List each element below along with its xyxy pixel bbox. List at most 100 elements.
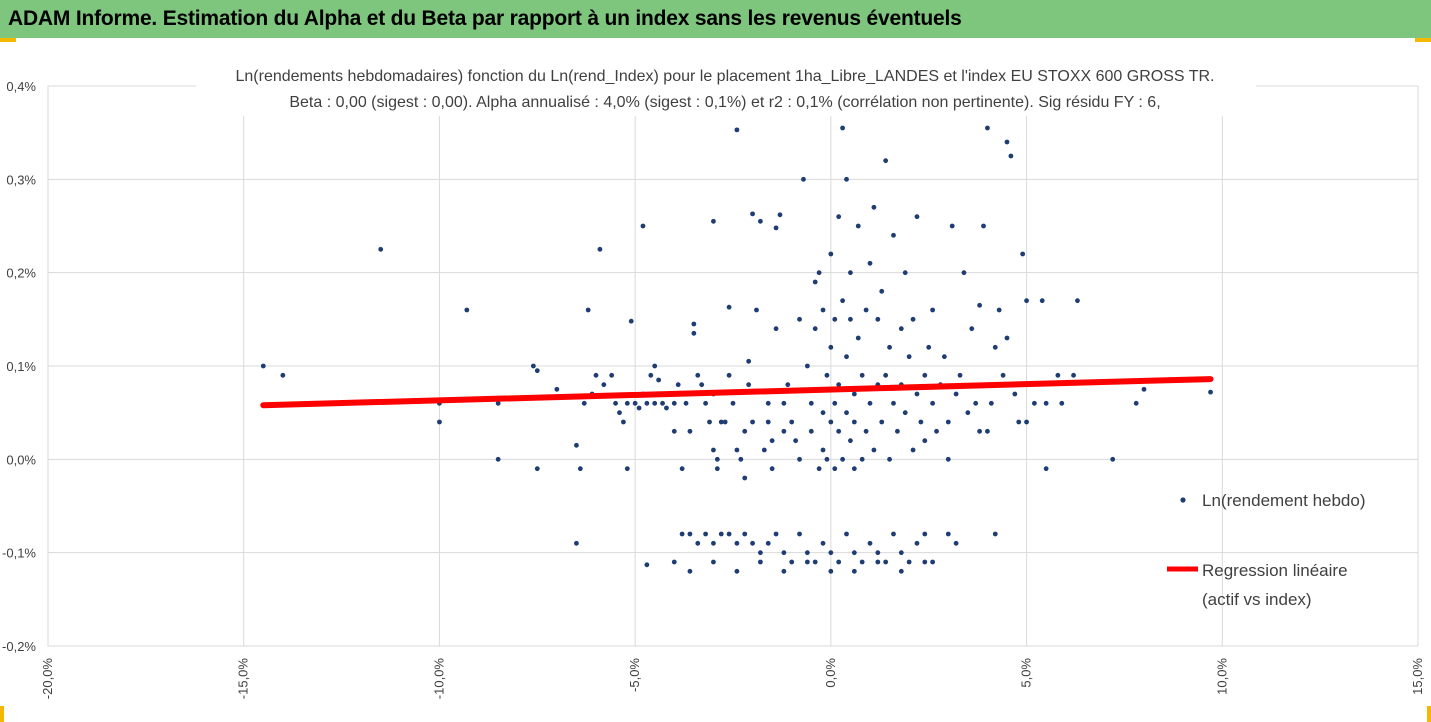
data-point bbox=[789, 419, 795, 425]
data-point bbox=[726, 531, 732, 537]
x-tick-label: 10,0% bbox=[1214, 658, 1229, 695]
data-point bbox=[828, 568, 834, 574]
y-tick-label: 0,3% bbox=[6, 172, 36, 187]
data-point bbox=[832, 466, 838, 472]
data-point bbox=[804, 363, 810, 369]
data-point bbox=[844, 531, 849, 537]
data-point bbox=[922, 559, 928, 565]
data-point bbox=[1110, 456, 1116, 462]
data-point bbox=[883, 559, 889, 565]
data-point bbox=[781, 428, 787, 434]
data-point bbox=[621, 419, 626, 425]
x-tick-label: -20,0% bbox=[40, 658, 55, 700]
data-point bbox=[812, 279, 818, 285]
data-point bbox=[898, 326, 904, 332]
data-point bbox=[820, 540, 826, 546]
data-point bbox=[836, 428, 842, 434]
data-point bbox=[945, 419, 951, 425]
data-point bbox=[695, 540, 701, 546]
data-point bbox=[679, 531, 685, 537]
data-point bbox=[891, 400, 896, 406]
legend-label-regression: Regression linéaire bbox=[1202, 561, 1348, 580]
data-point bbox=[1075, 298, 1080, 304]
x-tick-label: -5,0% bbox=[627, 658, 642, 692]
data-point bbox=[683, 400, 689, 406]
data-point bbox=[918, 419, 924, 425]
data-point bbox=[797, 316, 802, 322]
data-point bbox=[691, 321, 697, 327]
legend-marker-points bbox=[1180, 497, 1186, 503]
data-point bbox=[969, 326, 975, 332]
data-points bbox=[260, 125, 1213, 574]
data-point bbox=[664, 405, 669, 411]
data-point bbox=[769, 438, 775, 444]
data-point bbox=[754, 307, 759, 313]
data-point bbox=[867, 400, 873, 406]
data-point bbox=[1208, 389, 1213, 395]
data-point bbox=[750, 211, 755, 217]
data-point bbox=[640, 223, 646, 229]
data-point bbox=[953, 540, 959, 546]
data-point bbox=[593, 372, 599, 378]
data-point bbox=[910, 447, 916, 453]
data-point bbox=[656, 377, 662, 383]
data-point bbox=[812, 326, 818, 332]
data-point bbox=[906, 559, 912, 565]
data-point bbox=[922, 531, 928, 537]
data-point bbox=[530, 363, 536, 369]
data-point bbox=[867, 540, 873, 546]
corner-accent-left bbox=[0, 38, 16, 42]
data-point bbox=[848, 316, 853, 322]
data-point bbox=[812, 559, 818, 565]
data-point bbox=[734, 568, 740, 574]
data-point bbox=[671, 400, 677, 406]
data-point bbox=[711, 540, 716, 546]
data-point bbox=[644, 562, 650, 568]
data-point bbox=[707, 419, 712, 425]
data-point bbox=[914, 214, 920, 220]
data-point bbox=[746, 358, 752, 364]
data-point bbox=[581, 400, 587, 406]
data-point bbox=[965, 410, 971, 416]
data-point bbox=[378, 246, 384, 252]
data-point bbox=[855, 335, 861, 341]
data-point bbox=[883, 158, 889, 164]
x-tick-label: -15,0% bbox=[236, 658, 251, 700]
data-point bbox=[628, 318, 634, 324]
data-point bbox=[941, 354, 947, 360]
data-point bbox=[617, 410, 622, 416]
data-point bbox=[875, 559, 881, 565]
data-point bbox=[859, 372, 865, 378]
data-point bbox=[699, 382, 705, 388]
data-point bbox=[714, 456, 720, 462]
data-point bbox=[824, 372, 830, 378]
data-point bbox=[687, 428, 693, 434]
data-point bbox=[1059, 400, 1065, 406]
data-point bbox=[758, 218, 763, 224]
data-point bbox=[1043, 400, 1049, 406]
data-point bbox=[981, 223, 986, 229]
data-point bbox=[840, 298, 845, 304]
data-point bbox=[953, 391, 959, 397]
data-point bbox=[437, 419, 442, 425]
data-point bbox=[851, 568, 857, 574]
data-point bbox=[887, 456, 892, 462]
data-point bbox=[671, 428, 677, 434]
data-point bbox=[973, 400, 979, 406]
data-point bbox=[1004, 139, 1010, 145]
report-title: ADAM Informe. Estimation du Alpha et du … bbox=[8, 7, 962, 30]
x-tick-label: 0,0% bbox=[823, 658, 838, 688]
data-point bbox=[1000, 372, 1006, 378]
axis-ticks: -20,0% -15,0% -10,0% -5,0% 0,0% 5,0% 10,0% 15,0… bbox=[2, 79, 1425, 699]
data-point bbox=[914, 540, 920, 546]
data-point bbox=[844, 354, 849, 360]
data-point bbox=[574, 442, 579, 448]
data-point bbox=[777, 212, 783, 218]
data-point bbox=[742, 475, 748, 481]
data-point bbox=[828, 419, 834, 425]
data-point bbox=[675, 382, 681, 388]
data-point bbox=[781, 550, 787, 556]
x-tick-label: -10,0% bbox=[431, 658, 446, 700]
data-point bbox=[851, 550, 857, 556]
data-point bbox=[789, 559, 795, 565]
